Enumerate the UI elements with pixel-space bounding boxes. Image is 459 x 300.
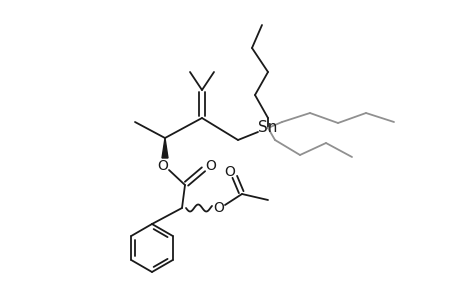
Polygon shape: [162, 138, 168, 158]
Text: O: O: [213, 201, 224, 215]
Text: Sn: Sn: [258, 121, 277, 136]
Text: O: O: [205, 159, 216, 173]
Text: O: O: [224, 165, 235, 179]
Text: O: O: [157, 159, 168, 173]
